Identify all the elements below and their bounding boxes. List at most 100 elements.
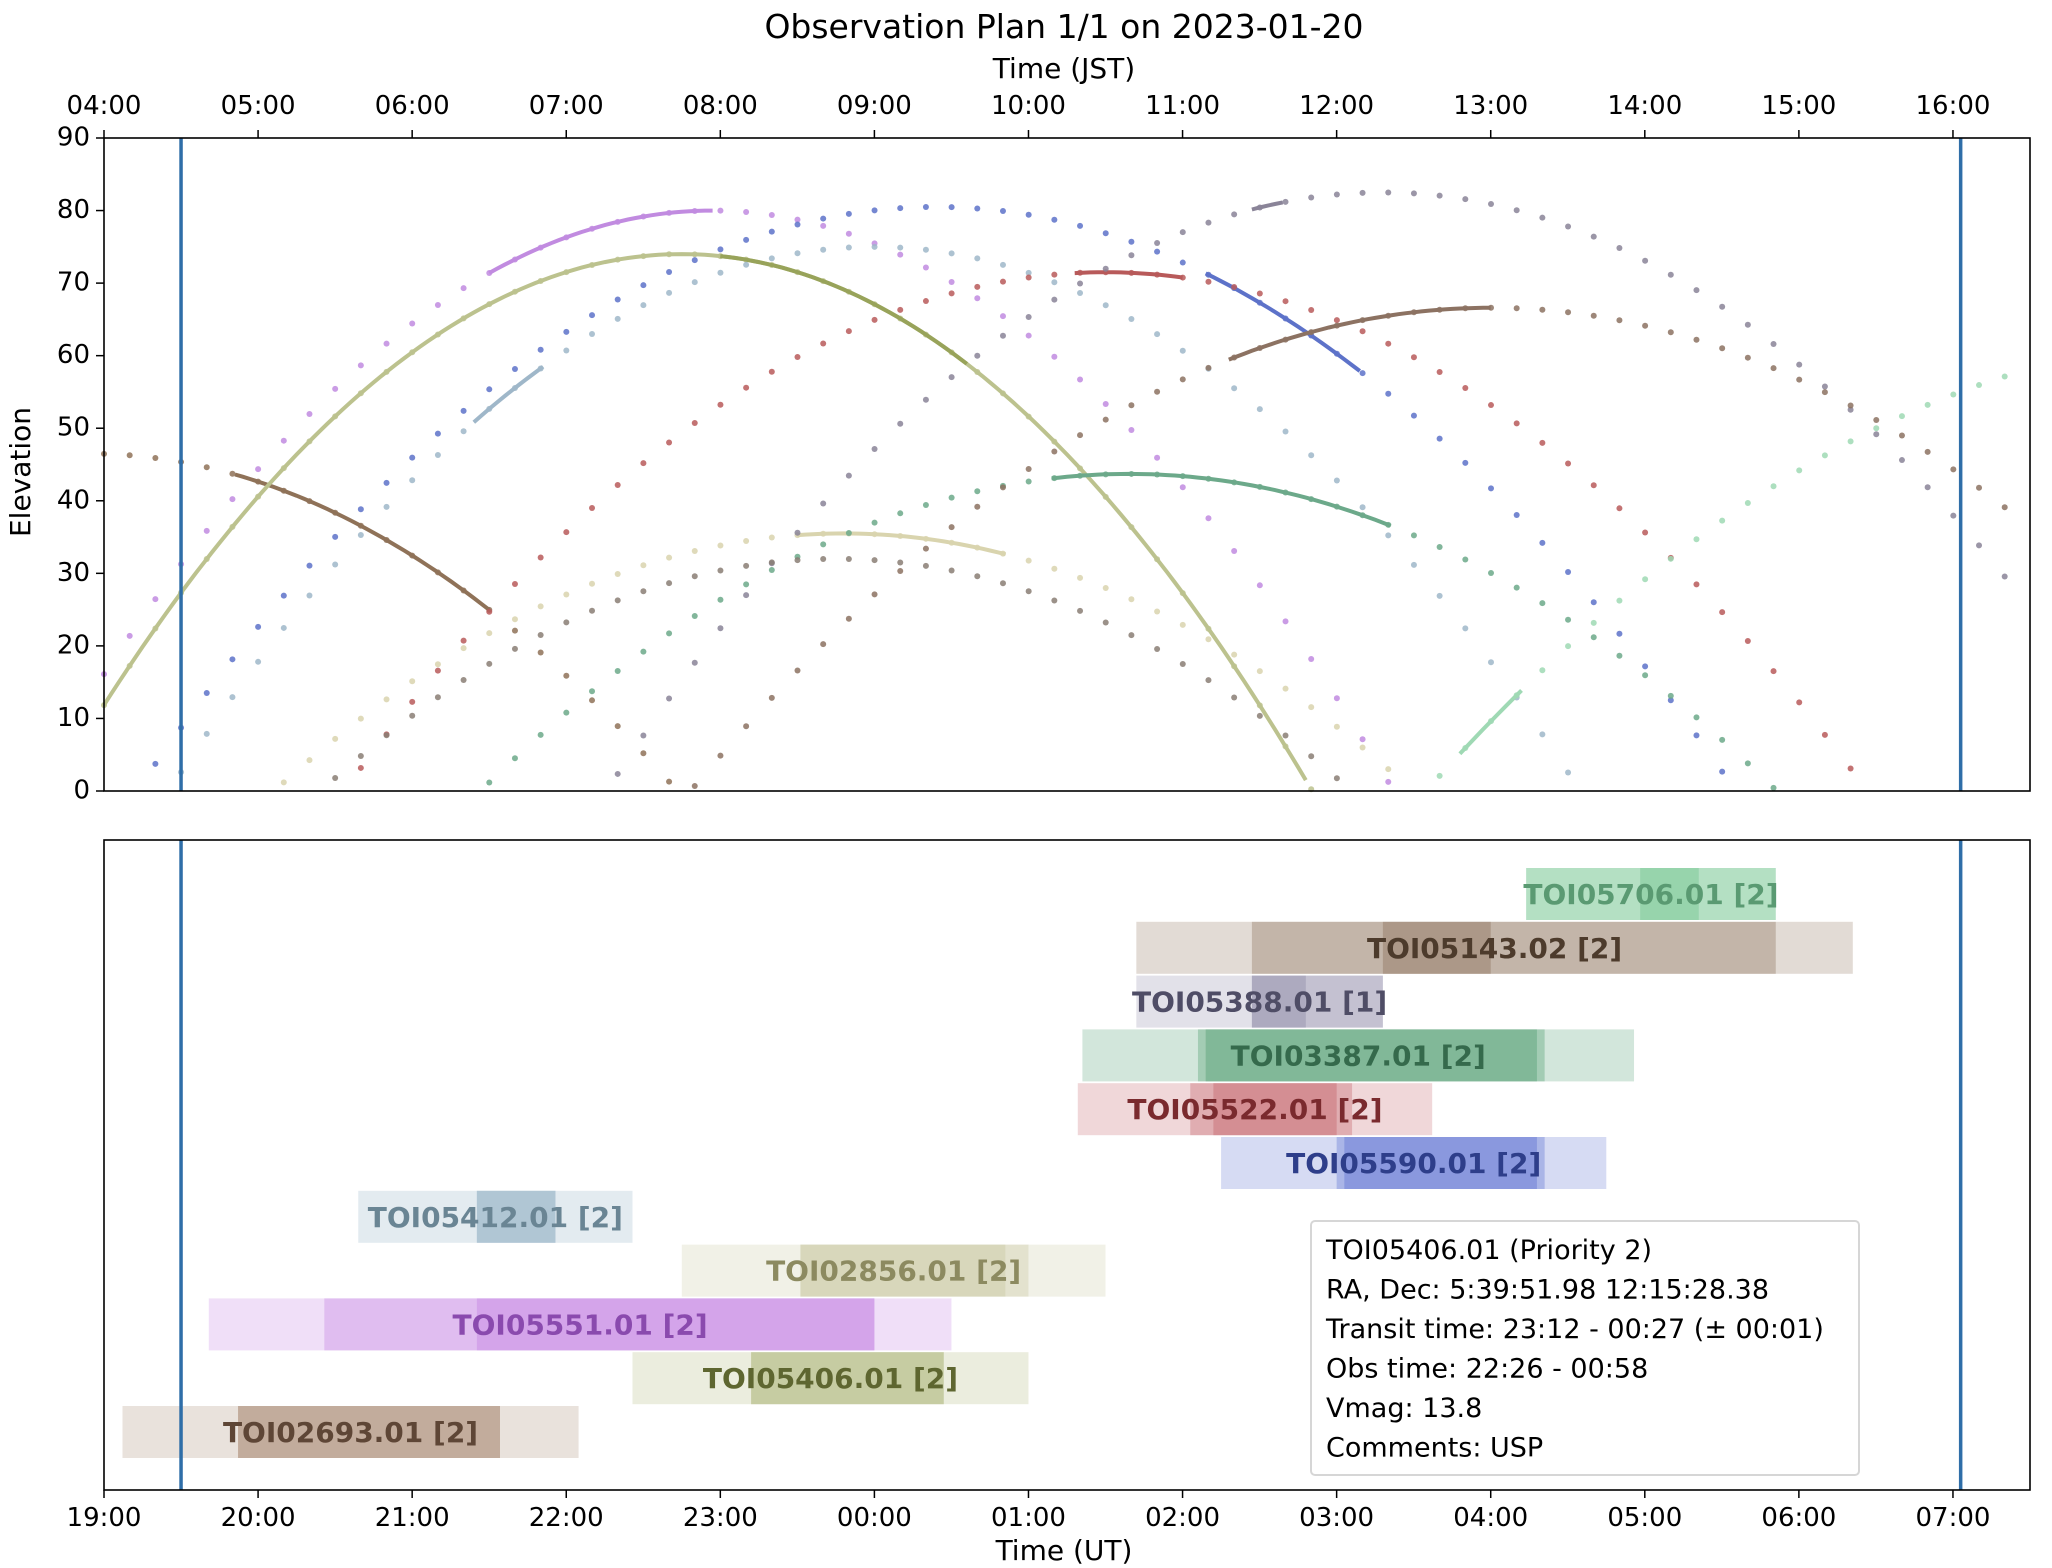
elevation-point xyxy=(845,555,852,562)
elevation-point xyxy=(948,494,955,501)
top-tick-label: 07:00 xyxy=(529,91,604,121)
elevation-point xyxy=(871,207,878,214)
elevation-point xyxy=(1693,581,1700,588)
y-tick-label: 40 xyxy=(57,485,90,515)
elevation-point xyxy=(589,504,596,511)
elevation-point xyxy=(1821,389,1828,396)
elevation-point xyxy=(511,616,518,623)
elevation-point xyxy=(1102,230,1109,237)
elevation-point xyxy=(614,296,621,303)
elevation-point xyxy=(1821,731,1828,738)
schedule-plot-frame xyxy=(103,839,2031,1491)
elevation-point xyxy=(1025,211,1032,218)
elevation-point xyxy=(1770,341,1777,348)
elevation-point xyxy=(1539,214,1546,221)
observation-window-bar xyxy=(800,1244,1029,1297)
observable-window-bar xyxy=(122,1406,579,1458)
elevation-point xyxy=(820,340,827,347)
elevation-point xyxy=(1436,435,1443,442)
elevation-point xyxy=(1590,312,1597,319)
target-label: TOI05143.02 [2] xyxy=(1367,932,1622,965)
elevation-point xyxy=(280,779,287,786)
elevation-point xyxy=(666,695,673,702)
elevation-point xyxy=(999,208,1006,215)
elevation-point xyxy=(845,615,852,622)
elevation-point xyxy=(126,452,133,459)
elevation-point xyxy=(460,285,467,292)
elevation-point xyxy=(1898,432,1905,439)
x-tick-label: 19:00 xyxy=(67,1503,142,1533)
elevation-point xyxy=(1796,467,1803,474)
elevation-point xyxy=(614,315,621,322)
elevation-point xyxy=(794,667,801,674)
elevation-point xyxy=(1179,347,1186,354)
observable-window-line xyxy=(1074,270,1183,280)
info-box-line: RA, Dec: 5:39:51.98 12:15:28.38 xyxy=(1326,1275,1769,1306)
elevation-point xyxy=(743,581,750,588)
elevation-point xyxy=(332,735,339,742)
elevation-point xyxy=(1873,416,1880,423)
elevation-point xyxy=(1565,460,1572,467)
elevation-point xyxy=(1667,697,1674,704)
elevation-point xyxy=(820,246,827,253)
elevation-point xyxy=(1077,574,1084,581)
y-axis-label: Elevation xyxy=(4,407,37,537)
elevation-point xyxy=(280,624,287,631)
elevation-point xyxy=(1487,659,1494,666)
elevation-point xyxy=(845,472,852,479)
elevation-point xyxy=(1642,672,1649,679)
elevation-point xyxy=(1282,732,1289,739)
elevation-point xyxy=(1231,385,1238,392)
elevation-point xyxy=(717,567,724,574)
elevation-point xyxy=(1282,298,1289,305)
elevation-point xyxy=(2001,373,2008,380)
elevation-point xyxy=(1128,402,1135,409)
target-label: TOI05522.01 [2] xyxy=(1127,1093,1382,1126)
observable-window-bar xyxy=(632,1352,1029,1405)
x-tick-label: 00:00 xyxy=(837,1503,912,1533)
x-tick-label: 04:00 xyxy=(1453,1503,1528,1533)
observable-window-bar xyxy=(681,1244,1106,1297)
elevation-point xyxy=(974,255,981,262)
y-tick-label: 90 xyxy=(57,123,90,153)
elevation-point xyxy=(691,613,698,620)
elevation-point xyxy=(1744,760,1751,767)
elevation-point xyxy=(1950,391,1957,398)
elevation-point xyxy=(922,501,929,508)
elevation-point xyxy=(768,534,775,541)
elevation-point xyxy=(280,437,287,444)
elevation-point xyxy=(1102,585,1109,592)
elevation-point xyxy=(1231,547,1238,554)
elevation-point xyxy=(768,255,775,262)
series-TOI05406.01 xyxy=(101,251,1315,793)
schedule-row: TOI05706.01 [2] xyxy=(1523,868,1779,920)
elevation-point xyxy=(486,386,493,393)
elevation-point xyxy=(203,689,210,696)
elevation-point xyxy=(1821,383,1828,390)
elevation-point xyxy=(1436,543,1443,550)
elevation-point xyxy=(383,732,390,739)
elevation-point xyxy=(897,567,904,574)
elevation-point xyxy=(383,340,390,347)
x-tick-label: 23:00 xyxy=(683,1503,758,1533)
elevation-point xyxy=(1025,478,1032,485)
elevation-point xyxy=(1231,651,1238,658)
elevation-point xyxy=(1924,401,1931,408)
elevation-point xyxy=(1847,406,1854,413)
transit-window-bar xyxy=(1213,1083,1337,1136)
observation-window-bar xyxy=(1251,975,1383,1028)
elevation-point xyxy=(922,204,929,211)
observation-window-bar xyxy=(324,1298,875,1351)
elevation-point xyxy=(1025,274,1032,281)
transit-window-bar xyxy=(238,1406,500,1458)
x-axis-label: Time (UT) xyxy=(995,1534,1133,1567)
elevation-point xyxy=(1616,317,1623,324)
x-tick-label: 06:00 xyxy=(1761,1503,1836,1533)
observable-window-bar xyxy=(1136,921,1853,974)
elevation-point xyxy=(1873,431,1880,438)
observable-window-bar xyxy=(1082,1029,1635,1082)
y-tick-label: 0 xyxy=(73,776,90,806)
elevation-point xyxy=(332,774,339,781)
elevation-point xyxy=(409,678,416,685)
elevation-point xyxy=(1385,766,1392,773)
